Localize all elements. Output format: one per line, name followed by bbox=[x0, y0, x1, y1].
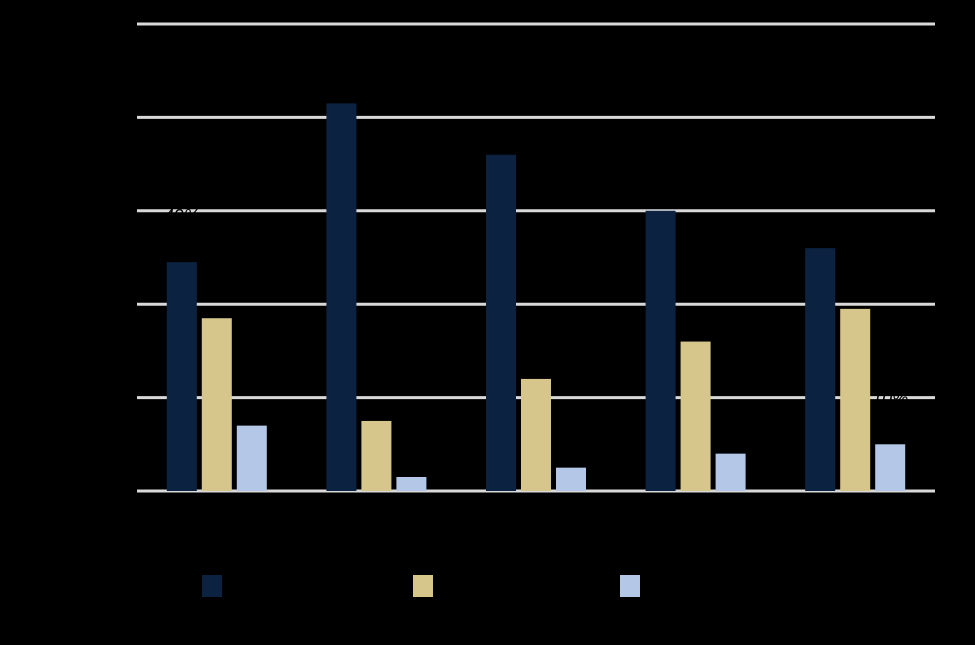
data-label: 83% bbox=[323, 47, 359, 67]
data-label: 15% bbox=[358, 365, 394, 385]
bar-series-2-cat-2 bbox=[361, 420, 392, 491]
gridlines bbox=[137, 22, 935, 493]
bar-series-2-cat-3 bbox=[521, 378, 551, 491]
legend-item-3 bbox=[620, 574, 648, 598]
legend-swatch bbox=[413, 575, 433, 597]
data-label: 24% bbox=[517, 323, 554, 343]
data-label: 71% bbox=[483, 99, 519, 119]
bar-series-3-cat-2 bbox=[396, 476, 427, 491]
bars-group bbox=[166, 103, 906, 492]
bar-series-1-cat-3 bbox=[486, 154, 516, 491]
data-label: 14% bbox=[234, 370, 270, 390]
data-label: 52% bbox=[802, 192, 838, 212]
bar-series-2-cat-1 bbox=[201, 318, 232, 491]
data-label: 39% bbox=[837, 253, 873, 273]
legend-swatch bbox=[202, 575, 222, 597]
bar-series-3-cat-4 bbox=[715, 453, 746, 491]
data-label: 60% bbox=[643, 155, 679, 175]
bar-series-2-cat-5 bbox=[840, 308, 871, 491]
legend-item-1 bbox=[202, 574, 230, 598]
legend-item-2 bbox=[413, 574, 441, 598]
legend bbox=[0, 574, 975, 602]
data-labels-group: 49% 37% 14% 83% 15% 3% 71% 24% 5% 60% 32% 8% 52% 39% 1… bbox=[164, 47, 908, 441]
bar-series-3-cat-3 bbox=[556, 467, 586, 491]
data-label: 3% bbox=[398, 421, 424, 441]
data-label: 37% bbox=[199, 262, 235, 282]
data-label: 32% bbox=[678, 286, 714, 306]
bar-series-1-cat-1 bbox=[166, 262, 197, 491]
bar-series-3-cat-5 bbox=[875, 444, 906, 491]
bar-series-2-cat-4 bbox=[680, 341, 711, 491]
bar-series-1-cat-2 bbox=[326, 103, 357, 491]
data-label: 49% bbox=[164, 206, 200, 226]
legend-swatch bbox=[620, 575, 640, 597]
data-label: 10% bbox=[872, 388, 908, 408]
bar-series-3-cat-1 bbox=[236, 425, 267, 491]
data-label: 8% bbox=[718, 398, 744, 418]
bar-series-1-cat-5 bbox=[805, 248, 836, 491]
bar-series-1-cat-4 bbox=[645, 210, 676, 492]
data-label: 5% bbox=[558, 412, 584, 432]
